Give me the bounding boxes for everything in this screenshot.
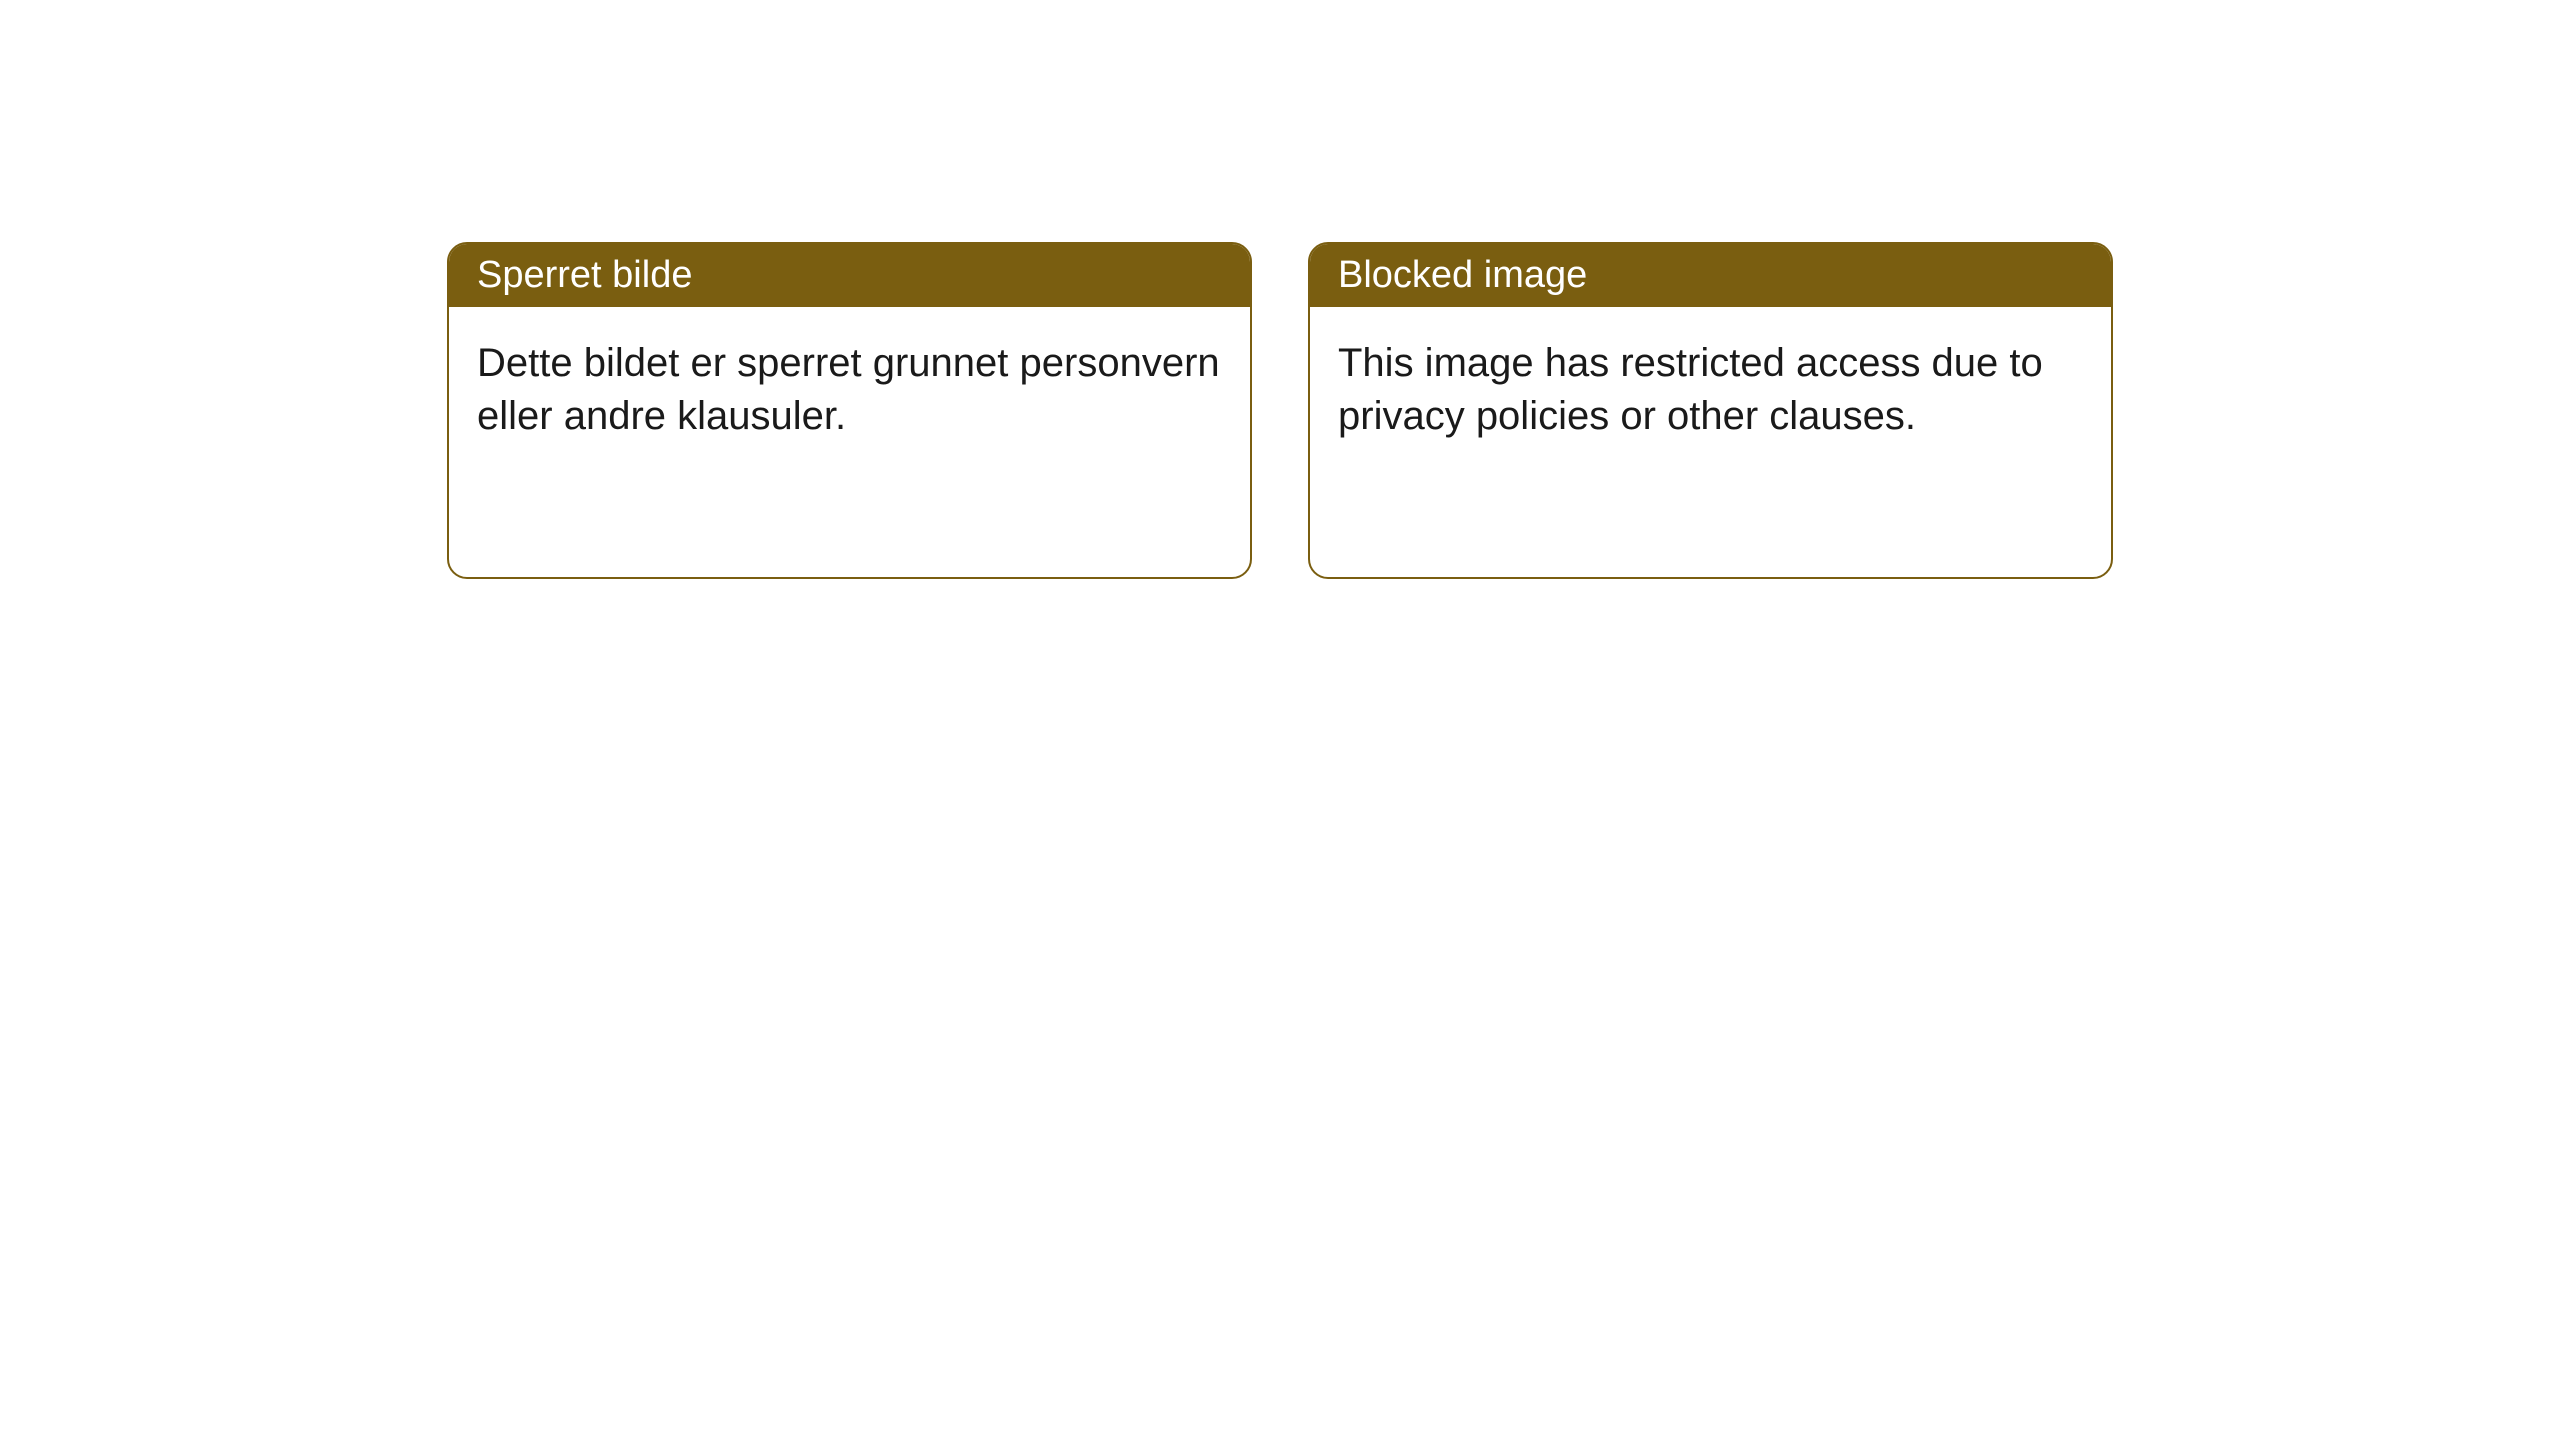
notice-container: Sperret bilde Dette bildet er sperret gr…	[0, 0, 2560, 579]
notice-body-english: This image has restricted access due to …	[1310, 307, 2111, 577]
notice-card-norwegian: Sperret bilde Dette bildet er sperret gr…	[447, 242, 1252, 579]
notice-title-english: Blocked image	[1310, 244, 2111, 307]
notice-body-norwegian: Dette bildet er sperret grunnet personve…	[449, 307, 1250, 577]
notice-title-norwegian: Sperret bilde	[449, 244, 1250, 307]
notice-card-english: Blocked image This image has restricted …	[1308, 242, 2113, 579]
